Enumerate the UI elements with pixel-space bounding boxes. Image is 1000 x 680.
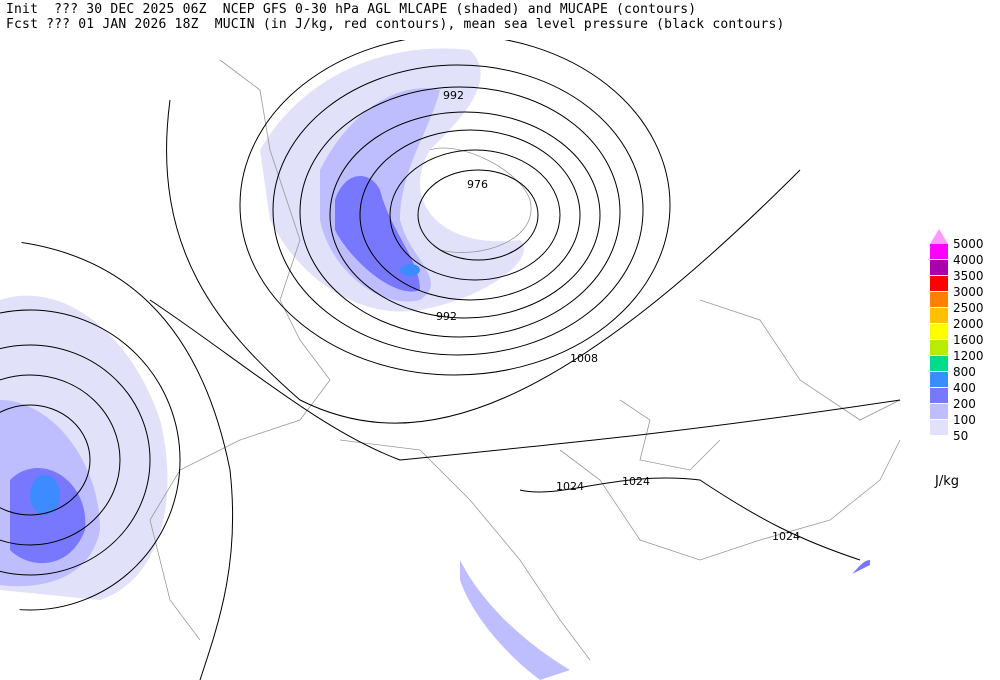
legend-swatch [930, 244, 948, 259]
legend-unit: J/kg [935, 474, 959, 489]
legend-swatch [930, 388, 948, 403]
isobar-label: 1008 [570, 352, 598, 365]
isobar-label: 992 [436, 310, 457, 323]
legend-label: 800 [953, 365, 976, 379]
legend-label: 3500 [953, 269, 984, 283]
legend-label: 2000 [953, 317, 984, 331]
legend-swatch [930, 260, 948, 275]
legend-label: 200 [953, 397, 976, 411]
legend-swatch [930, 372, 948, 387]
legend-label: 1200 [953, 349, 984, 363]
isobar-label: 1024 [556, 480, 584, 493]
legend-swatch [930, 340, 948, 355]
legend-label: 1600 [953, 333, 984, 347]
isobar-label: 976 [467, 178, 488, 191]
legend-label: 5000 [953, 237, 984, 251]
legend-swatch [930, 308, 948, 323]
isobars [0, 40, 901, 680]
isobar-labels: 992 976 992 1008 1024 1024 1024 [436, 89, 800, 543]
coastlines [149, 59, 901, 661]
legend-swatch [930, 324, 948, 339]
legend-overflow-arrow [930, 229, 948, 244]
legend-label: 2500 [953, 301, 984, 315]
isobar-label: 1024 [622, 475, 650, 488]
legend-label: 50 [953, 429, 969, 443]
legend-swatch [930, 292, 948, 307]
isobar-label: 1024 [772, 530, 800, 543]
legend-swatch [930, 404, 948, 419]
legend-label: 400 [953, 381, 976, 395]
legend-swatch [930, 356, 948, 371]
legend-label: 3000 [953, 285, 984, 299]
legend-label: 100 [953, 413, 976, 427]
legend-swatch [930, 420, 948, 435]
init-line: Init ??? 30 DEC 2025 06Z NCEP GFS 0-30 h… [6, 2, 697, 17]
forecast-line: Fcst ??? 01 JAN 2026 18Z MUCIN (in J/kg,… [6, 17, 785, 32]
legend-label: 4000 [953, 253, 984, 267]
legend-swatch [930, 276, 948, 291]
isobar-label: 992 [443, 89, 464, 102]
cape-shading [0, 48, 870, 680]
